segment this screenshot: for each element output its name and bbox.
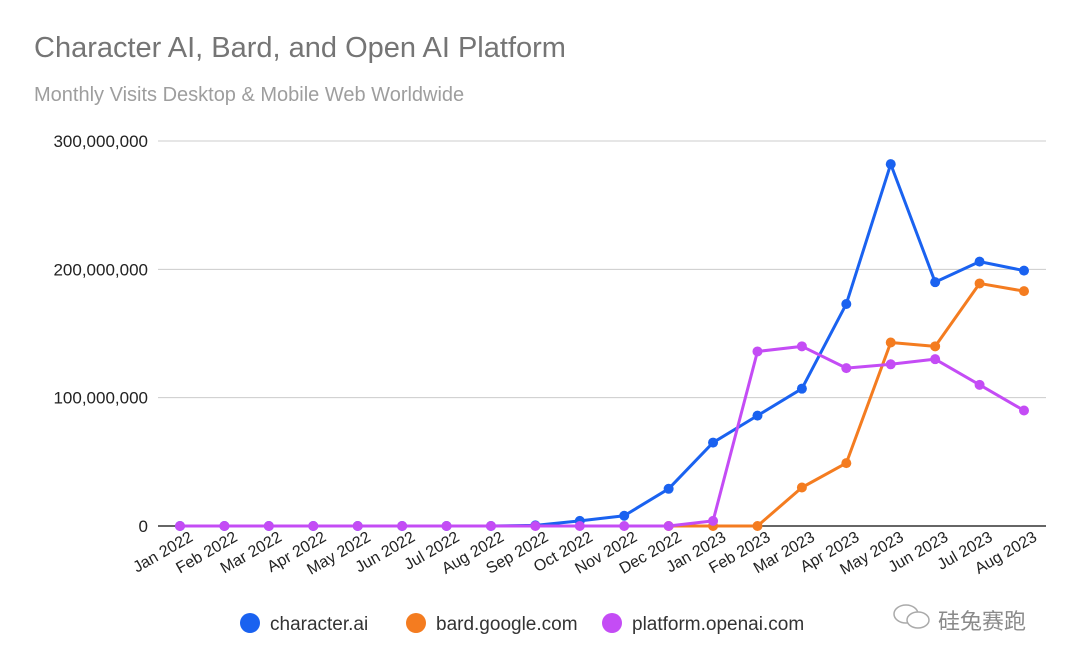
legend-marker [406,613,426,633]
data-point [308,521,319,531]
data-point [708,437,719,448]
data-point [841,298,852,309]
legend-label: platform.openai.com [632,614,804,635]
data-point [485,521,496,531]
data-point [397,521,408,531]
data-point [752,346,763,357]
y-tick-label: 0 [139,517,148,536]
data-point [841,458,852,469]
legend-label: bard.google.com [436,614,578,635]
wechat-icon [892,602,932,638]
data-point [574,521,585,531]
data-point [663,521,674,531]
data-point [930,354,941,365]
data-point [1019,265,1029,276]
data-point [619,510,630,521]
watermark-text: 硅兔赛跑 [938,609,1027,634]
chart-title: Character AI, Bard, and Open AI Platform [34,32,566,64]
series-line-character.ai [180,162,1025,528]
data-point [619,521,630,531]
y-tick-label: 200,000,000 [53,260,148,279]
watermark: 硅兔赛跑 [892,602,1026,638]
data-point [752,410,763,421]
data-point [974,256,985,267]
data-point [352,521,363,531]
data-point [885,159,896,170]
data-point [175,521,185,531]
data-point [663,483,674,494]
y-tick-label: 300,000,000 [53,132,148,151]
data-point [796,341,807,352]
data-point [885,337,896,348]
data-point [885,359,896,370]
data-point [930,341,941,352]
data-point [530,521,541,531]
data-point [974,278,985,289]
series-line-platform.openai.com [180,344,1025,528]
data-point [974,379,985,390]
data-point [841,363,852,374]
data-point [1019,405,1029,416]
data-point [441,521,452,531]
data-point [796,482,807,493]
legend-label: character.ai [270,614,368,635]
data-point [1019,286,1029,297]
data-point [263,521,274,531]
data-point [930,277,941,288]
chart-subtitle: Monthly Visits Desktop & Mobile Web Worl… [34,84,465,106]
data-point [796,383,807,394]
legend-marker [240,613,260,633]
data-point [708,515,719,526]
data-point [752,521,763,531]
data-point [219,521,230,531]
legend-marker [602,613,622,633]
y-tick-label: 100,000,000 [53,389,148,408]
